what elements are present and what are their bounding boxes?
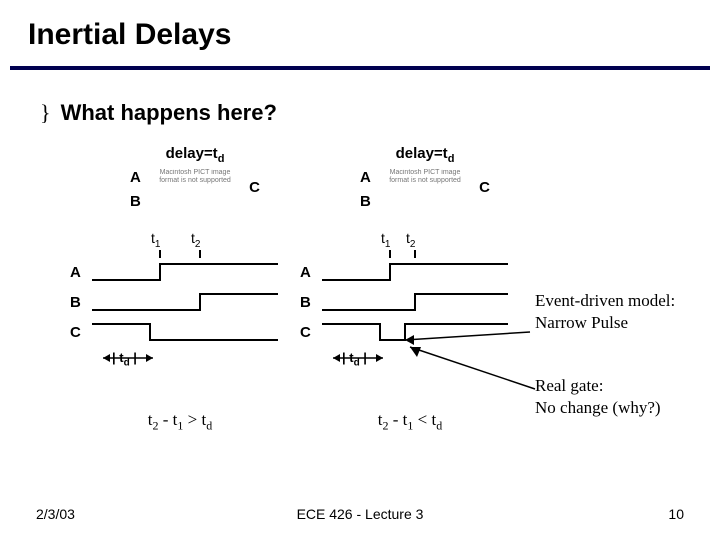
td-text-right: | td | xyxy=(342,350,367,369)
tick-mark-1-right xyxy=(389,250,391,258)
wave-A-right xyxy=(320,260,510,284)
gate-block-left: delay=td A B Macintosh PICT image format… xyxy=(120,145,270,213)
tick-mark-2-left xyxy=(199,250,201,258)
gate-icon-right: Macintosh PICT image format is not suppo… xyxy=(380,169,470,209)
gate-in-a-left: A xyxy=(130,169,141,186)
gate-out-c-left: C xyxy=(249,179,260,196)
tick-mark-1-left xyxy=(159,250,161,258)
wave-A-left xyxy=(90,260,280,284)
gate-in-a-right: A xyxy=(360,169,371,186)
wave-label-C-right: C xyxy=(300,324,311,341)
gate-block-right: delay=td A B Macintosh PICT image format… xyxy=(350,145,500,213)
bullet-row: } What happens here? xyxy=(40,100,277,126)
gate-in-b-left: B xyxy=(130,193,141,210)
gate-delay-sub-r: d xyxy=(448,153,455,165)
tick-t2-left: t2 xyxy=(191,230,200,250)
footer-center: ECE 426 - Lecture 3 xyxy=(0,506,720,522)
tick-t2-right: t2 xyxy=(406,230,415,250)
bullet-text: What happens here? xyxy=(61,100,277,125)
wave-B-right xyxy=(320,290,510,314)
td-text-left: | td | xyxy=(112,350,137,369)
wave-B-left xyxy=(90,290,280,314)
annot-event: Event-driven model: Narrow Pulse xyxy=(535,290,675,334)
gate-delay-text: delay=t xyxy=(166,145,218,162)
page-title: Inertial Delays xyxy=(28,18,231,52)
timing-left: t1 t2 A B C xyxy=(90,230,280,370)
gate-delay-sub: d xyxy=(218,153,225,165)
wave-label-A-left: A xyxy=(70,264,81,281)
gate-delay-text-r: delay=t xyxy=(396,145,448,162)
wave-label-B-right: B xyxy=(300,294,311,311)
footer-page: 10 xyxy=(668,506,684,522)
tick-t1-right: t1 xyxy=(381,230,390,250)
ineq-right: t2 - t1 < td xyxy=(315,410,505,433)
gate-delay-right: delay=td xyxy=(350,145,500,165)
title-rule xyxy=(10,66,710,70)
gate-delay-left: delay=td xyxy=(120,145,270,165)
wave-label-A-right: A xyxy=(300,264,311,281)
tick-t1-left: t1 xyxy=(151,230,160,250)
wave-label-C-left: C xyxy=(70,324,81,341)
gate-in-b-right: B xyxy=(360,193,371,210)
wave-C-left xyxy=(90,320,280,344)
bullet-mark: } xyxy=(40,100,51,125)
tick-mark-2-right xyxy=(414,250,416,258)
annot-arrow-real xyxy=(405,345,545,395)
gate-out-c-right: C xyxy=(479,179,490,196)
wave-label-B-left: B xyxy=(70,294,81,311)
annot-real: Real gate: No change (why?) xyxy=(535,375,661,419)
ineq-left: t2 - t1 > td xyxy=(85,410,275,433)
gate-icon-left: Macintosh PICT image format is not suppo… xyxy=(150,169,240,209)
